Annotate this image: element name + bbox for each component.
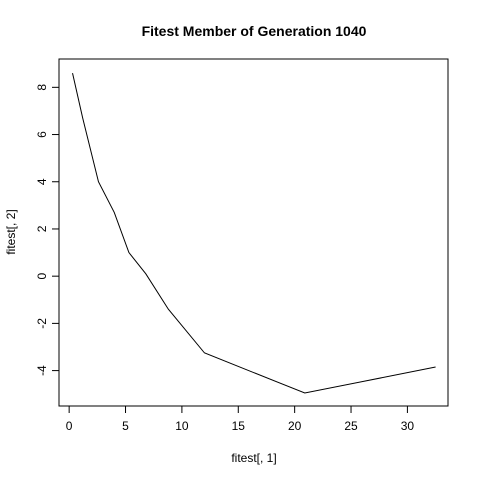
y-axis: -4 -2 0 2 4 6 8	[35, 84, 60, 376]
y-tick-label: 2	[35, 225, 49, 232]
y-tick-label: -2	[35, 318, 49, 329]
x-tick-label: 5	[122, 419, 129, 433]
x-tick-label: 15	[232, 419, 246, 433]
y-tick-label: 8	[35, 84, 49, 91]
x-tick-label: 20	[288, 419, 302, 433]
series-line-1	[72, 73, 436, 394]
chart-title: Fitest Member of Generation 1040	[142, 23, 367, 39]
x-tick-label: 30	[401, 419, 415, 433]
y-tick-label: 0	[35, 273, 49, 280]
x-axis: 0 5 10 15 20 25 30	[66, 405, 415, 433]
plot-frame	[58, 58, 449, 407]
x-tick-label: 0	[66, 419, 73, 433]
series-layer	[72, 73, 436, 394]
y-tick-label: 4	[35, 178, 49, 185]
x-tick-label: 10	[175, 419, 189, 433]
y-axis-label: fitest[, 2]	[4, 209, 18, 254]
x-tick-label: 25	[344, 419, 358, 433]
y-tick-label: -4	[35, 365, 49, 376]
x-axis-label: fitest[, 1]	[231, 451, 276, 465]
y-tick-label: 6	[35, 131, 49, 138]
